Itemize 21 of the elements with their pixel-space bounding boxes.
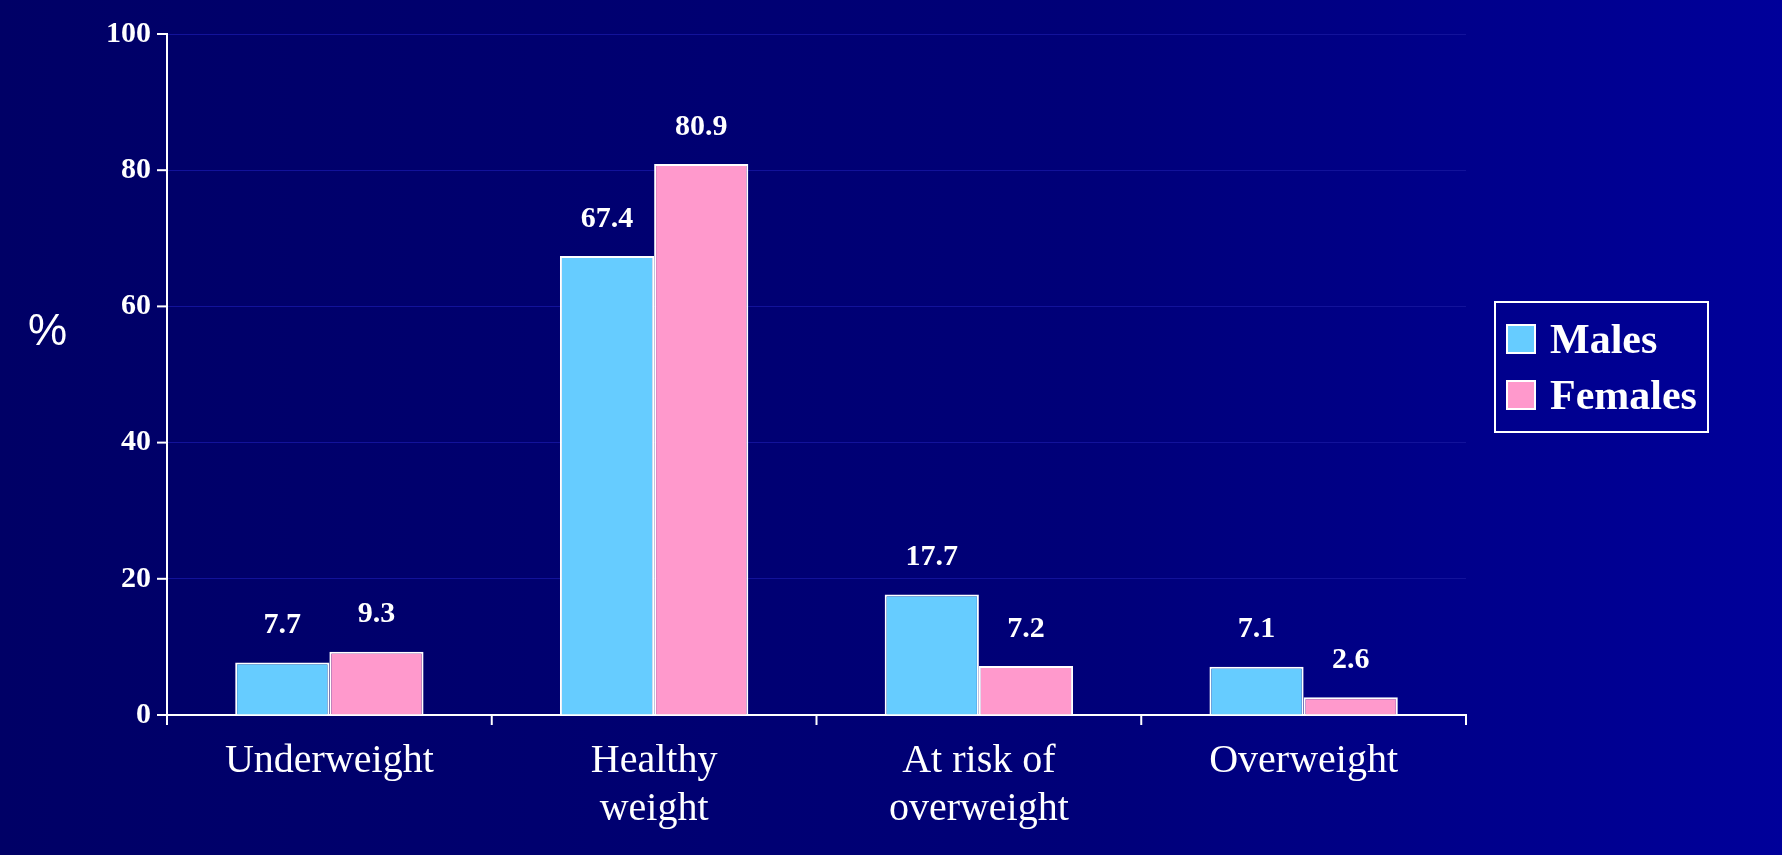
y-tick-label: 40 <box>121 423 151 457</box>
x-tick-label: Healthy weight <box>590 735 718 829</box>
data-label: 7.2 <box>1007 609 1045 643</box>
y-tick-label: 80 <box>121 150 151 184</box>
y-axis-title: % <box>28 305 68 355</box>
x-tick-label: Overweight <box>1209 735 1399 781</box>
data-label: 2.6 <box>1331 641 1370 675</box>
legend-label: Females <box>1550 371 1697 419</box>
y-tick-label: 60 <box>121 287 151 321</box>
data-label: 7.7 <box>263 606 302 640</box>
data-label: 80.9 <box>674 107 728 141</box>
data-label: 7.1 <box>1237 610 1276 644</box>
y-tick-label: 20 <box>121 559 151 593</box>
x-tick-label: At risk of overweight <box>888 735 1069 829</box>
y-tick-label: 100 <box>106 14 151 48</box>
data-label: 67.4 <box>580 199 634 233</box>
data-label: 17.7 <box>905 538 959 572</box>
text: Males <box>1550 315 1658 363</box>
x-tick-label: Underweight <box>224 735 434 781</box>
data-label: 9.3 <box>357 595 396 629</box>
y-tick-label: 0 <box>136 695 151 729</box>
